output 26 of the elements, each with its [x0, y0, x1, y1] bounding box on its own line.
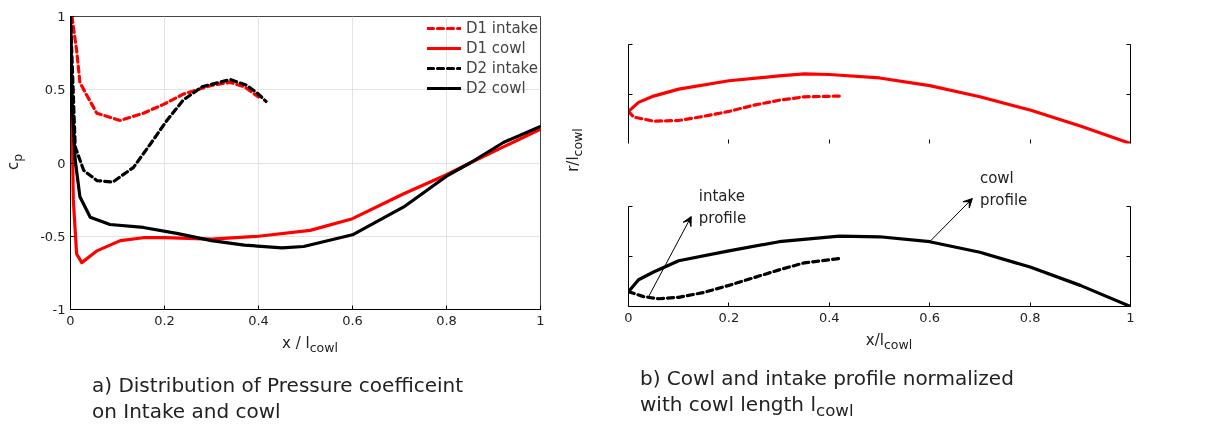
legend-label: D2 intake	[466, 59, 538, 77]
x-tick-label: 0.2	[154, 312, 175, 328]
legend-label: D2 cowl	[466, 79, 526, 97]
y-tick-label: 0	[57, 155, 66, 171]
text: b) Cowl and intake profile normalized with cowl length l$_{cowl}$	[639, 365, 1015, 422]
annotation: intake profile	[698, 186, 747, 227]
x-tick-label: 0.8	[1019, 309, 1041, 325]
x-tick-label: 0.4	[248, 312, 269, 328]
text: a) Distribution of Pressure coefficeint on Intake and cowl	[91, 372, 465, 425]
y-tick-label: -0.5	[40, 228, 66, 244]
annotation: cowl profile	[979, 168, 1028, 209]
x-tick-label: 1	[1126, 309, 1135, 325]
x-tick-label: 1	[536, 312, 545, 328]
y-tick-label: -1	[52, 302, 66, 317]
x-axis-title: x / l$_{cowl}$	[281, 334, 339, 357]
y-tick-label: 0.5	[44, 82, 66, 98]
x-axis-title: x/l$_{cowl}$	[864, 331, 914, 354]
x-tick-label: 0.6	[919, 309, 941, 325]
x-tick-label: 0	[624, 309, 633, 325]
y-tick-label: 1	[57, 9, 66, 24]
x-tick-label: 0.4	[818, 309, 840, 325]
legend-label: D1 intake	[466, 19, 538, 37]
x-tick-label: 0.2	[718, 309, 740, 325]
x-tick-label: 0.8	[436, 312, 457, 328]
x-tick-label: 0.6	[342, 312, 363, 328]
legend-label: D1 cowl	[466, 39, 526, 57]
